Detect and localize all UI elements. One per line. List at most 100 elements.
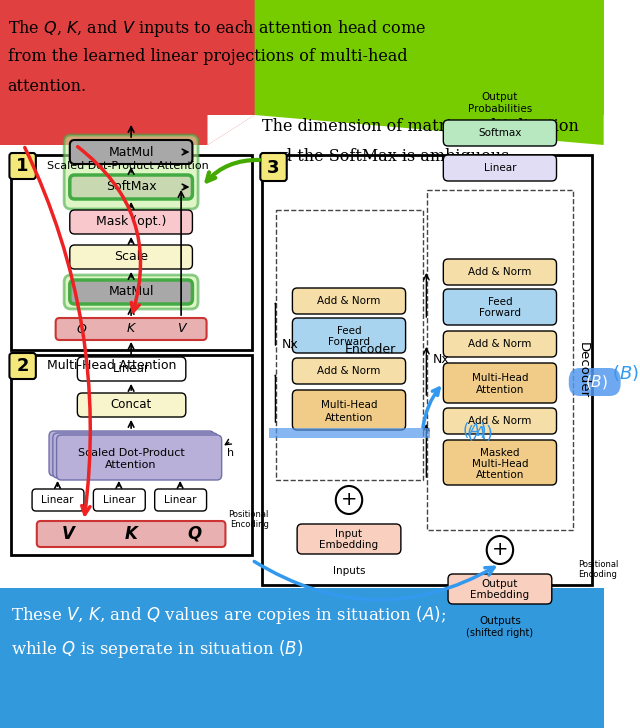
Text: K: K xyxy=(125,525,138,543)
Text: Embedding: Embedding xyxy=(319,540,379,550)
FancyArrowPatch shape xyxy=(25,148,90,515)
Text: These $V$, $K$, and $Q$ values are copies in situation $(A)$;: These $V$, $K$, and $Q$ values are copie… xyxy=(12,604,447,626)
FancyBboxPatch shape xyxy=(36,521,225,547)
Text: Multi-Head: Multi-Head xyxy=(472,373,528,383)
Text: Nx: Nx xyxy=(282,339,299,352)
Polygon shape xyxy=(207,115,255,145)
Text: Add & Norm: Add & Norm xyxy=(468,339,532,349)
Text: Concat: Concat xyxy=(111,398,152,411)
FancyBboxPatch shape xyxy=(64,275,198,309)
FancyBboxPatch shape xyxy=(260,153,287,181)
Bar xyxy=(0,588,604,728)
FancyBboxPatch shape xyxy=(70,280,193,304)
Polygon shape xyxy=(0,0,604,145)
Text: Linear: Linear xyxy=(42,495,74,505)
Bar xyxy=(276,210,422,480)
Text: Add & Norm: Add & Norm xyxy=(317,366,381,376)
FancyArrowPatch shape xyxy=(423,388,439,427)
FancyBboxPatch shape xyxy=(10,153,36,179)
FancyBboxPatch shape xyxy=(70,210,193,234)
Text: Scale: Scale xyxy=(114,250,148,264)
FancyBboxPatch shape xyxy=(32,489,84,511)
Text: +: + xyxy=(340,491,357,510)
Text: $(B)$: $(B)$ xyxy=(584,373,607,391)
Text: Inputs: Inputs xyxy=(333,566,365,576)
Polygon shape xyxy=(255,0,604,145)
Text: Q: Q xyxy=(76,323,86,336)
Text: Forward: Forward xyxy=(328,337,370,347)
Text: Q: Q xyxy=(188,525,202,543)
Text: 1: 1 xyxy=(17,157,29,175)
Bar xyxy=(12,355,252,555)
Text: Add & Norm: Add & Norm xyxy=(468,416,532,426)
Bar xyxy=(269,428,430,438)
Text: V: V xyxy=(61,525,74,543)
FancyBboxPatch shape xyxy=(444,363,557,403)
Text: K: K xyxy=(127,323,135,336)
Text: Input: Input xyxy=(335,529,362,539)
Text: Linear: Linear xyxy=(484,163,516,173)
FancyBboxPatch shape xyxy=(10,353,36,379)
FancyBboxPatch shape xyxy=(292,390,406,430)
FancyBboxPatch shape xyxy=(49,431,214,476)
FancyArrowPatch shape xyxy=(254,561,494,600)
Text: Multi-Head: Multi-Head xyxy=(472,459,528,469)
Text: Add & Norm: Add & Norm xyxy=(468,267,532,277)
Bar xyxy=(262,155,593,585)
FancyBboxPatch shape xyxy=(70,245,193,269)
FancyBboxPatch shape xyxy=(64,135,198,209)
FancyArrowPatch shape xyxy=(77,147,141,312)
FancyBboxPatch shape xyxy=(444,120,557,146)
FancyBboxPatch shape xyxy=(444,440,557,485)
Text: Attention: Attention xyxy=(325,413,373,423)
Text: 3: 3 xyxy=(268,159,280,177)
Text: Attention: Attention xyxy=(476,470,524,480)
FancyBboxPatch shape xyxy=(569,368,621,396)
Text: Decoder: Decoder xyxy=(577,342,589,398)
Text: Linear: Linear xyxy=(102,495,135,505)
Text: +: + xyxy=(492,540,508,560)
Text: Scaled Dot-Product: Scaled Dot-Product xyxy=(77,448,184,458)
Text: V: V xyxy=(177,323,186,336)
FancyBboxPatch shape xyxy=(77,357,186,381)
Text: Feed: Feed xyxy=(337,326,362,336)
Text: attention.: attention. xyxy=(8,78,86,95)
Text: Feed: Feed xyxy=(488,297,512,307)
Text: Outputs: Outputs xyxy=(479,616,521,626)
FancyBboxPatch shape xyxy=(444,289,557,325)
Text: MatMul: MatMul xyxy=(108,146,154,159)
Text: Attention: Attention xyxy=(106,460,157,470)
FancyArrowPatch shape xyxy=(207,160,259,181)
FancyBboxPatch shape xyxy=(444,259,557,285)
Text: Linear: Linear xyxy=(164,495,196,505)
Text: Output: Output xyxy=(482,92,518,102)
Text: 2: 2 xyxy=(17,357,29,375)
FancyBboxPatch shape xyxy=(77,393,186,417)
Text: Forward: Forward xyxy=(479,308,521,318)
Text: Linear: Linear xyxy=(113,363,150,376)
FancyBboxPatch shape xyxy=(70,175,193,199)
Text: Mask (opt.): Mask (opt.) xyxy=(96,215,166,229)
FancyBboxPatch shape xyxy=(292,318,406,353)
Text: Scaled Dot-Product Attention: Scaled Dot-Product Attention xyxy=(47,161,209,171)
FancyBboxPatch shape xyxy=(93,489,145,511)
FancyBboxPatch shape xyxy=(292,358,406,384)
Text: Positional
Encoding: Positional Encoding xyxy=(578,560,619,579)
Text: Softmax: Softmax xyxy=(478,128,522,138)
Text: MatMul: MatMul xyxy=(108,285,154,298)
Text: Embedding: Embedding xyxy=(470,590,529,600)
Text: Attention: Attention xyxy=(476,385,524,395)
FancyBboxPatch shape xyxy=(56,318,207,340)
FancyBboxPatch shape xyxy=(155,489,207,511)
Bar xyxy=(428,190,573,530)
Text: h: h xyxy=(227,448,234,458)
FancyBboxPatch shape xyxy=(70,140,193,164)
Text: from the learned linear projections of multi-head: from the learned linear projections of m… xyxy=(8,48,407,65)
Text: Output: Output xyxy=(482,579,518,589)
FancyBboxPatch shape xyxy=(444,408,557,434)
Bar xyxy=(12,155,252,350)
Text: The $Q$, $K$, and $V$ inputs to each attention head come: The $Q$, $K$, and $V$ inputs to each att… xyxy=(8,18,426,39)
FancyBboxPatch shape xyxy=(56,435,221,480)
Text: Add & Norm: Add & Norm xyxy=(317,296,381,306)
FancyBboxPatch shape xyxy=(53,433,218,478)
